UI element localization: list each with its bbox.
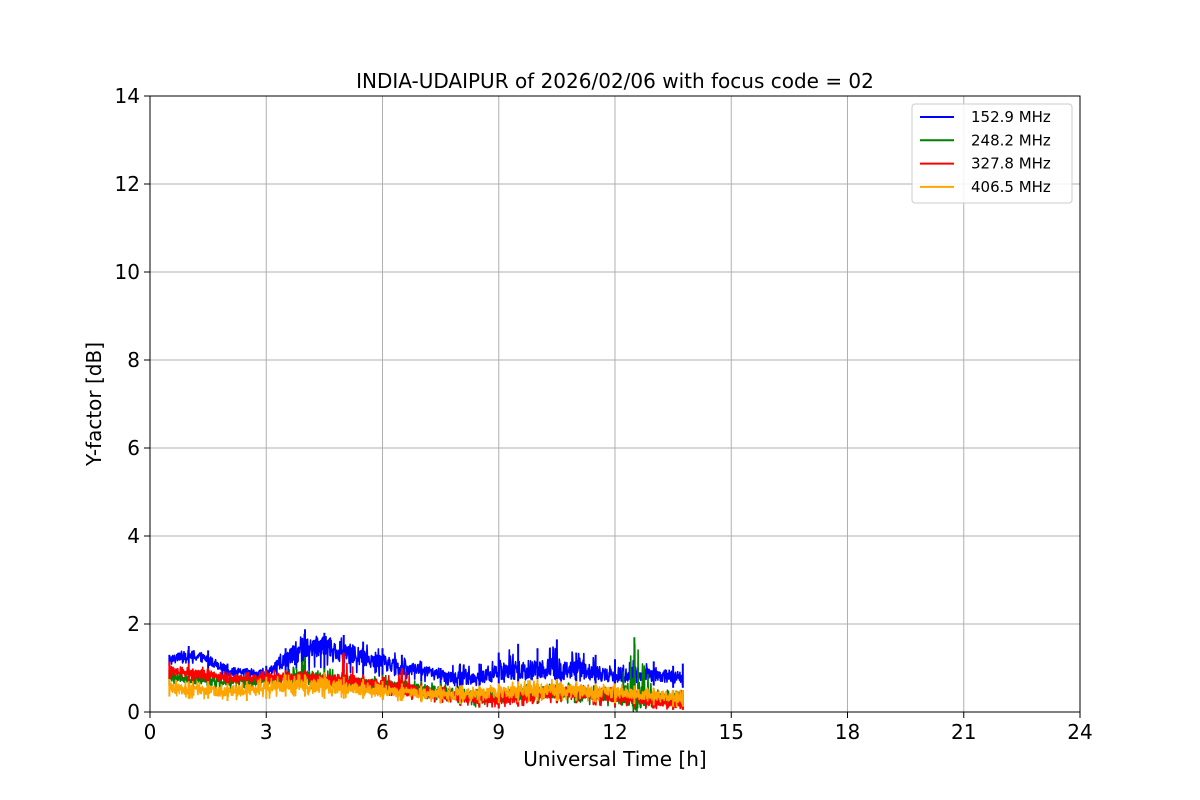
y-tick-label: 4 <box>127 524 140 548</box>
series-noise-trace <box>168 672 684 708</box>
chart-title: INDIA-UDAIPUR of 2026/02/06 with focus c… <box>356 69 874 93</box>
legend-box <box>911 103 1073 204</box>
x-axis-label: Universal Time [h] <box>523 747 706 771</box>
legend: 152.9 MHz 248.2 MHz 327.8 MHz 406.5 MHz <box>911 103 1073 204</box>
y-tick-label: 14 <box>115 84 140 108</box>
y-tick-label: 0 <box>127 700 140 724</box>
x-tick-label: 0 <box>144 720 157 744</box>
legend-label: 152.9 MHz <box>971 108 1051 126</box>
x-tick-label: 6 <box>376 720 389 744</box>
x-tick-label: 18 <box>835 720 860 744</box>
legend-label: 327.8 MHz <box>971 155 1051 173</box>
x-tick-label: 21 <box>951 720 976 744</box>
x-tick-label: 9 <box>492 720 505 744</box>
legend-label: 406.5 MHz <box>971 178 1051 196</box>
series-4 <box>168 672 684 708</box>
y-tick-label: 8 <box>127 348 140 372</box>
x-tick-label: 3 <box>260 720 273 744</box>
x-tick-label: 15 <box>719 720 744 744</box>
y-axis-label: Y-factor [dB] <box>82 342 106 467</box>
x-tick-label: 12 <box>602 720 627 744</box>
x-tick-label: 24 <box>1067 720 1092 744</box>
y-tick-label: 2 <box>127 612 140 636</box>
legend-label: 248.2 MHz <box>971 131 1051 149</box>
y-tick-label: 12 <box>115 172 140 196</box>
y-tick-label: 10 <box>115 260 140 284</box>
y-tick-label: 6 <box>127 436 140 460</box>
series-noise-trace <box>168 633 684 688</box>
plot-series <box>168 629 684 712</box>
